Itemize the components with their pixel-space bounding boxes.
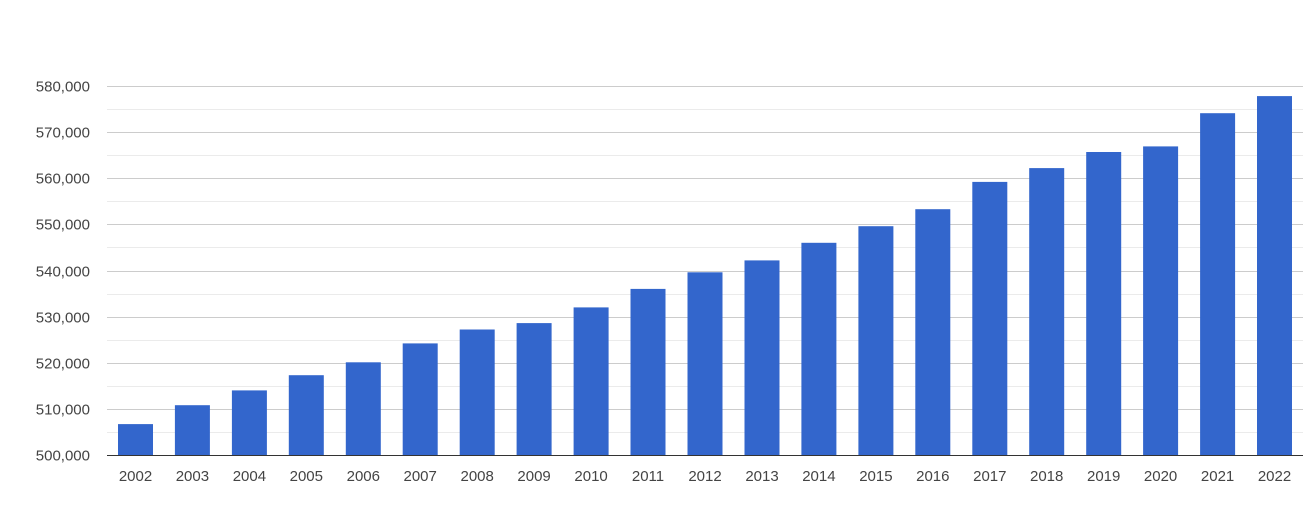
x-tick-label: 2011: [632, 468, 664, 485]
bar-2007: [402, 343, 438, 455]
bar-2015: [858, 226, 894, 455]
bar-2002: [118, 424, 153, 455]
x-tick-label: 2006: [347, 468, 380, 485]
x-tick-label: 2016: [916, 468, 949, 485]
x-tick-label: 2018: [1030, 468, 1063, 485]
bar-2009: [516, 323, 552, 455]
x-tick-label: 2005: [290, 468, 323, 485]
y-tick-label: 510,000: [36, 402, 90, 419]
y-tick-label: 580,000: [36, 79, 90, 96]
bar-2022: [1257, 96, 1292, 455]
bar-2018: [1029, 168, 1065, 455]
x-tick-label: 2002: [119, 468, 152, 485]
x-tick-label: 2009: [517, 468, 550, 485]
x-tick-label: 2007: [404, 468, 437, 485]
x-tick-label: 2015: [859, 468, 892, 485]
bar-2010: [573, 307, 609, 455]
x-tick-label: 2021: [1201, 468, 1234, 485]
y-axis-tick-labels: 500,000 510,000 520,000 530,000 540,000 550,0…: [36, 79, 90, 465]
bar-2004: [231, 390, 267, 455]
x-tick-label: 2014: [802, 468, 835, 485]
bar-2005: [288, 375, 324, 455]
x-tick-label: 2020: [1144, 468, 1177, 485]
x-tick-label: 2004: [233, 468, 266, 485]
bar-2021: [1200, 113, 1236, 455]
y-tick-label: 520,000: [36, 356, 90, 373]
bar-2012: [687, 272, 723, 455]
x-tick-label: 2010: [574, 468, 607, 485]
x-axis-tick-labels: 2002 2003 2004 2005 2006 2007 2008 2009 2010 2011…: [119, 468, 1291, 485]
bar-2016: [915, 209, 951, 455]
bar-2008: [459, 329, 495, 455]
bar-2014: [801, 242, 837, 455]
y-tick-label: 500,000: [36, 448, 90, 465]
bars: [118, 96, 1292, 455]
bar-2006: [345, 362, 381, 455]
x-tick-label: 2012: [688, 468, 721, 485]
bar-2011: [630, 288, 666, 455]
bar-2003: [174, 405, 210, 455]
x-tick-label: 2003: [176, 468, 209, 485]
y-tick-label: 540,000: [36, 264, 90, 281]
x-tick-label: 2008: [461, 468, 494, 485]
x-tick-label: 2022: [1258, 468, 1291, 485]
x-tick-label: 2013: [745, 468, 778, 485]
bar-2013: [744, 260, 780, 455]
x-tick-label: 2017: [973, 468, 1006, 485]
y-tick-label: 560,000: [36, 171, 90, 188]
y-tick-label: 570,000: [36, 125, 90, 142]
bar-2019: [1086, 152, 1122, 455]
y-tick-label: 530,000: [36, 310, 90, 327]
y-tick-label: 550,000: [36, 217, 90, 234]
bar-2017: [972, 181, 1008, 455]
bar-2020: [1143, 146, 1179, 455]
x-tick-label: 2019: [1087, 468, 1120, 485]
